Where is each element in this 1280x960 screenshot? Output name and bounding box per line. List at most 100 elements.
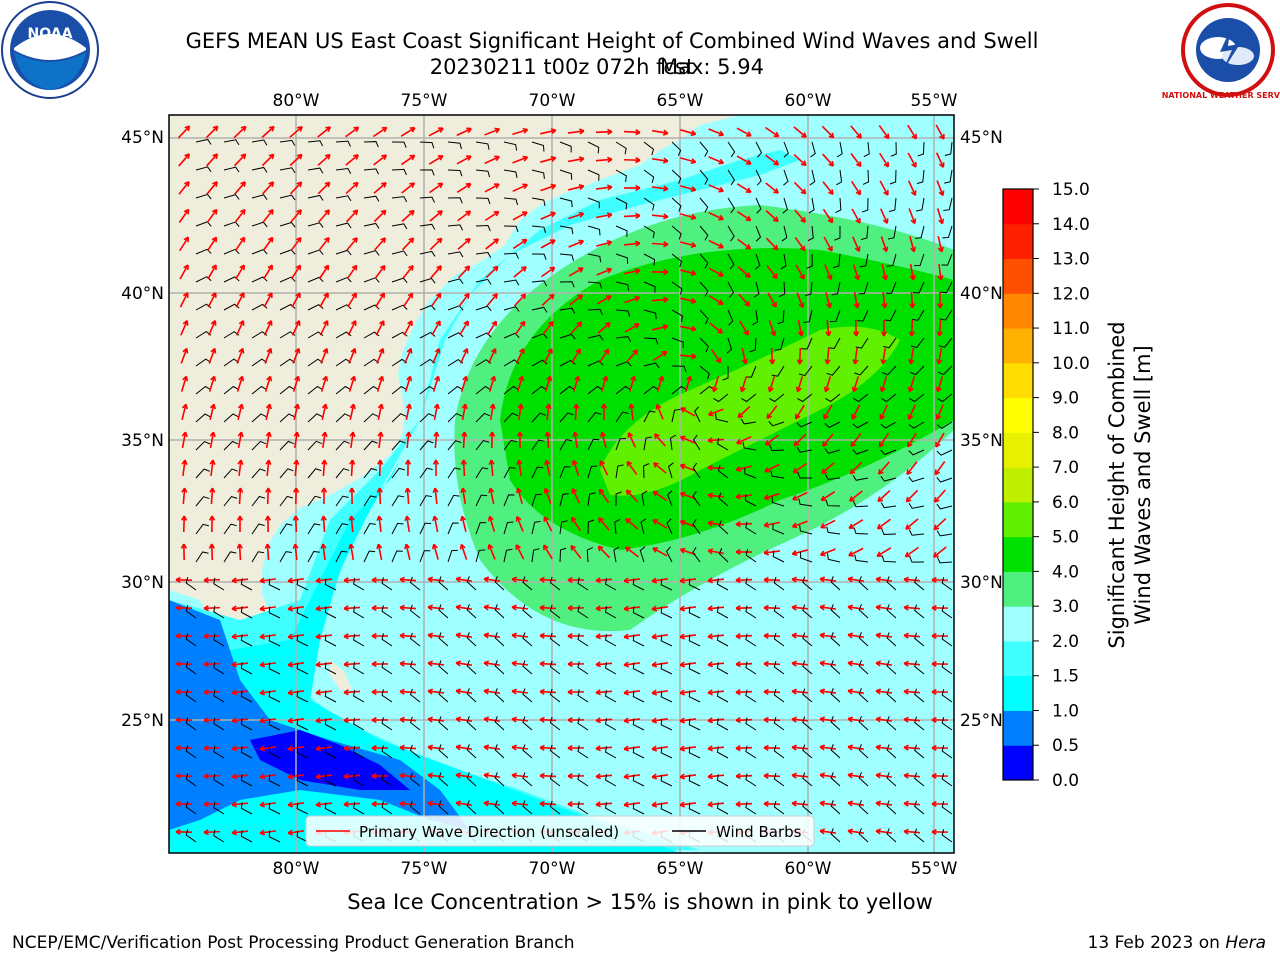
wave-direction-arrowhead (679, 745, 686, 752)
lat-label-left: 35°N (121, 431, 164, 451)
wind-barb (886, 800, 897, 815)
wave-direction-arrowhead (707, 661, 713, 668)
wave-direction-arrowhead (717, 328, 723, 334)
wave-direction-arrowhead (905, 496, 912, 503)
nws-logo: NATIONAL WEATHER SERVICE (1162, 3, 1280, 100)
wind-barb (577, 801, 589, 815)
wave-direction-arrow (266, 543, 270, 561)
wave-direction-arrowhead (259, 745, 266, 752)
wave-direction-arrowhead (515, 515, 522, 522)
wind-barb (447, 278, 464, 285)
wind-barb (671, 253, 683, 268)
wave-direction-arrow (736, 465, 752, 471)
wave-direction-arrow (511, 634, 529, 638)
wind-barb (830, 744, 841, 759)
wind-barb (438, 576, 449, 591)
wave-direction-arrow (796, 292, 804, 308)
wave-direction-arrowhead (399, 744, 405, 751)
wave-direction-arrowhead (350, 375, 357, 382)
wind-barb (741, 393, 757, 403)
wave-direction-arrow (847, 634, 865, 638)
wind-barb (660, 662, 673, 675)
wind-barb (324, 662, 337, 675)
wave-direction-arrowhead (295, 264, 302, 271)
wave-direction-arrowhead (850, 441, 857, 448)
wave-direction-arrowhead (296, 153, 303, 160)
wind-barb (727, 197, 735, 214)
wave-direction-arrow (180, 348, 188, 364)
wave-direction-arrowhead (487, 543, 494, 550)
wind-barb (727, 141, 736, 158)
wave-direction-arrowhead (427, 744, 433, 751)
wave-direction-arrow (207, 264, 217, 280)
wave-direction-arrow (708, 408, 724, 416)
wind-barb (632, 802, 645, 815)
wind-barb (335, 440, 350, 451)
wave-direction-arrow (651, 214, 669, 218)
wave-direction-arrow (399, 578, 417, 582)
bahamas (330, 660, 352, 690)
wave-direction-arrowhead (543, 487, 550, 494)
wave-direction-arrowhead (735, 801, 741, 808)
wind-barb (615, 197, 628, 210)
wind-barb (223, 523, 237, 535)
wave-direction-arrow (791, 662, 809, 666)
wave-direction-arrowhead (343, 717, 349, 724)
wave-direction-arrow (796, 376, 804, 392)
wave-direction-arrow (768, 320, 776, 336)
wind-barb (363, 250, 380, 256)
wave-direction-arrowhead (735, 493, 741, 500)
wave-direction-arrow (625, 489, 639, 503)
wave-direction-arrowhead (240, 181, 246, 187)
wave-direction-arrow (656, 376, 664, 392)
wave-direction-arrow (628, 376, 636, 392)
wave-direction-arrowhead (690, 214, 697, 221)
wave-direction-arrowhead (595, 689, 601, 696)
wave-direction-arrow (848, 519, 864, 529)
wave-direction-arrow (373, 182, 387, 194)
wind-barb (559, 253, 575, 262)
wind-barb (195, 523, 210, 535)
wave-direction-arrow (651, 774, 669, 778)
wave-direction-arrow (399, 774, 417, 778)
wave-direction-arrow (937, 347, 943, 365)
wave-direction-arrow (540, 129, 556, 135)
wave-direction-arrowhead (175, 576, 181, 584)
wave-direction-arrow (708, 295, 724, 305)
map-frame (168, 114, 955, 854)
wave-direction-arrowhead (266, 347, 273, 354)
wind-barb (447, 332, 464, 339)
wind-barb (859, 253, 869, 268)
wind-barb (213, 661, 225, 675)
wave-direction-arrowhead (371, 716, 377, 724)
wind-barb (773, 716, 785, 731)
wind-barb (522, 576, 533, 591)
wave-direction-arrowhead (623, 717, 630, 724)
wave-direction-arrow (907, 432, 917, 448)
wave-direction-arrowhead (633, 323, 640, 329)
wave-direction-arrow (879, 208, 889, 224)
wind-barb (381, 689, 393, 703)
wave-direction-arrow (625, 518, 639, 530)
wave-direction-arrowhead (550, 211, 556, 218)
wind-barb (941, 577, 953, 591)
wave-direction-arrow (875, 830, 893, 834)
wave-direction-arrow (652, 547, 668, 557)
wind-barb (671, 385, 687, 395)
wind-barb (909, 393, 925, 403)
wind-barb (391, 467, 406, 479)
wave-direction-arrow (735, 690, 753, 694)
wind-barb (363, 168, 380, 175)
wind-barb (830, 660, 841, 675)
wave-direction-arrow (511, 578, 529, 582)
wave-direction-arrow (401, 210, 415, 222)
wave-direction-arrowhead (433, 403, 440, 410)
wave-direction-arrowhead (266, 320, 273, 326)
wind-barb (914, 660, 925, 675)
wave-direction-arrow (906, 461, 918, 475)
colorbar-segment (1003, 467, 1033, 503)
wind-barb (577, 773, 589, 787)
wave-direction-arrow (483, 606, 501, 610)
wind-barb (888, 197, 897, 213)
wave-direction-arrow (485, 238, 499, 250)
